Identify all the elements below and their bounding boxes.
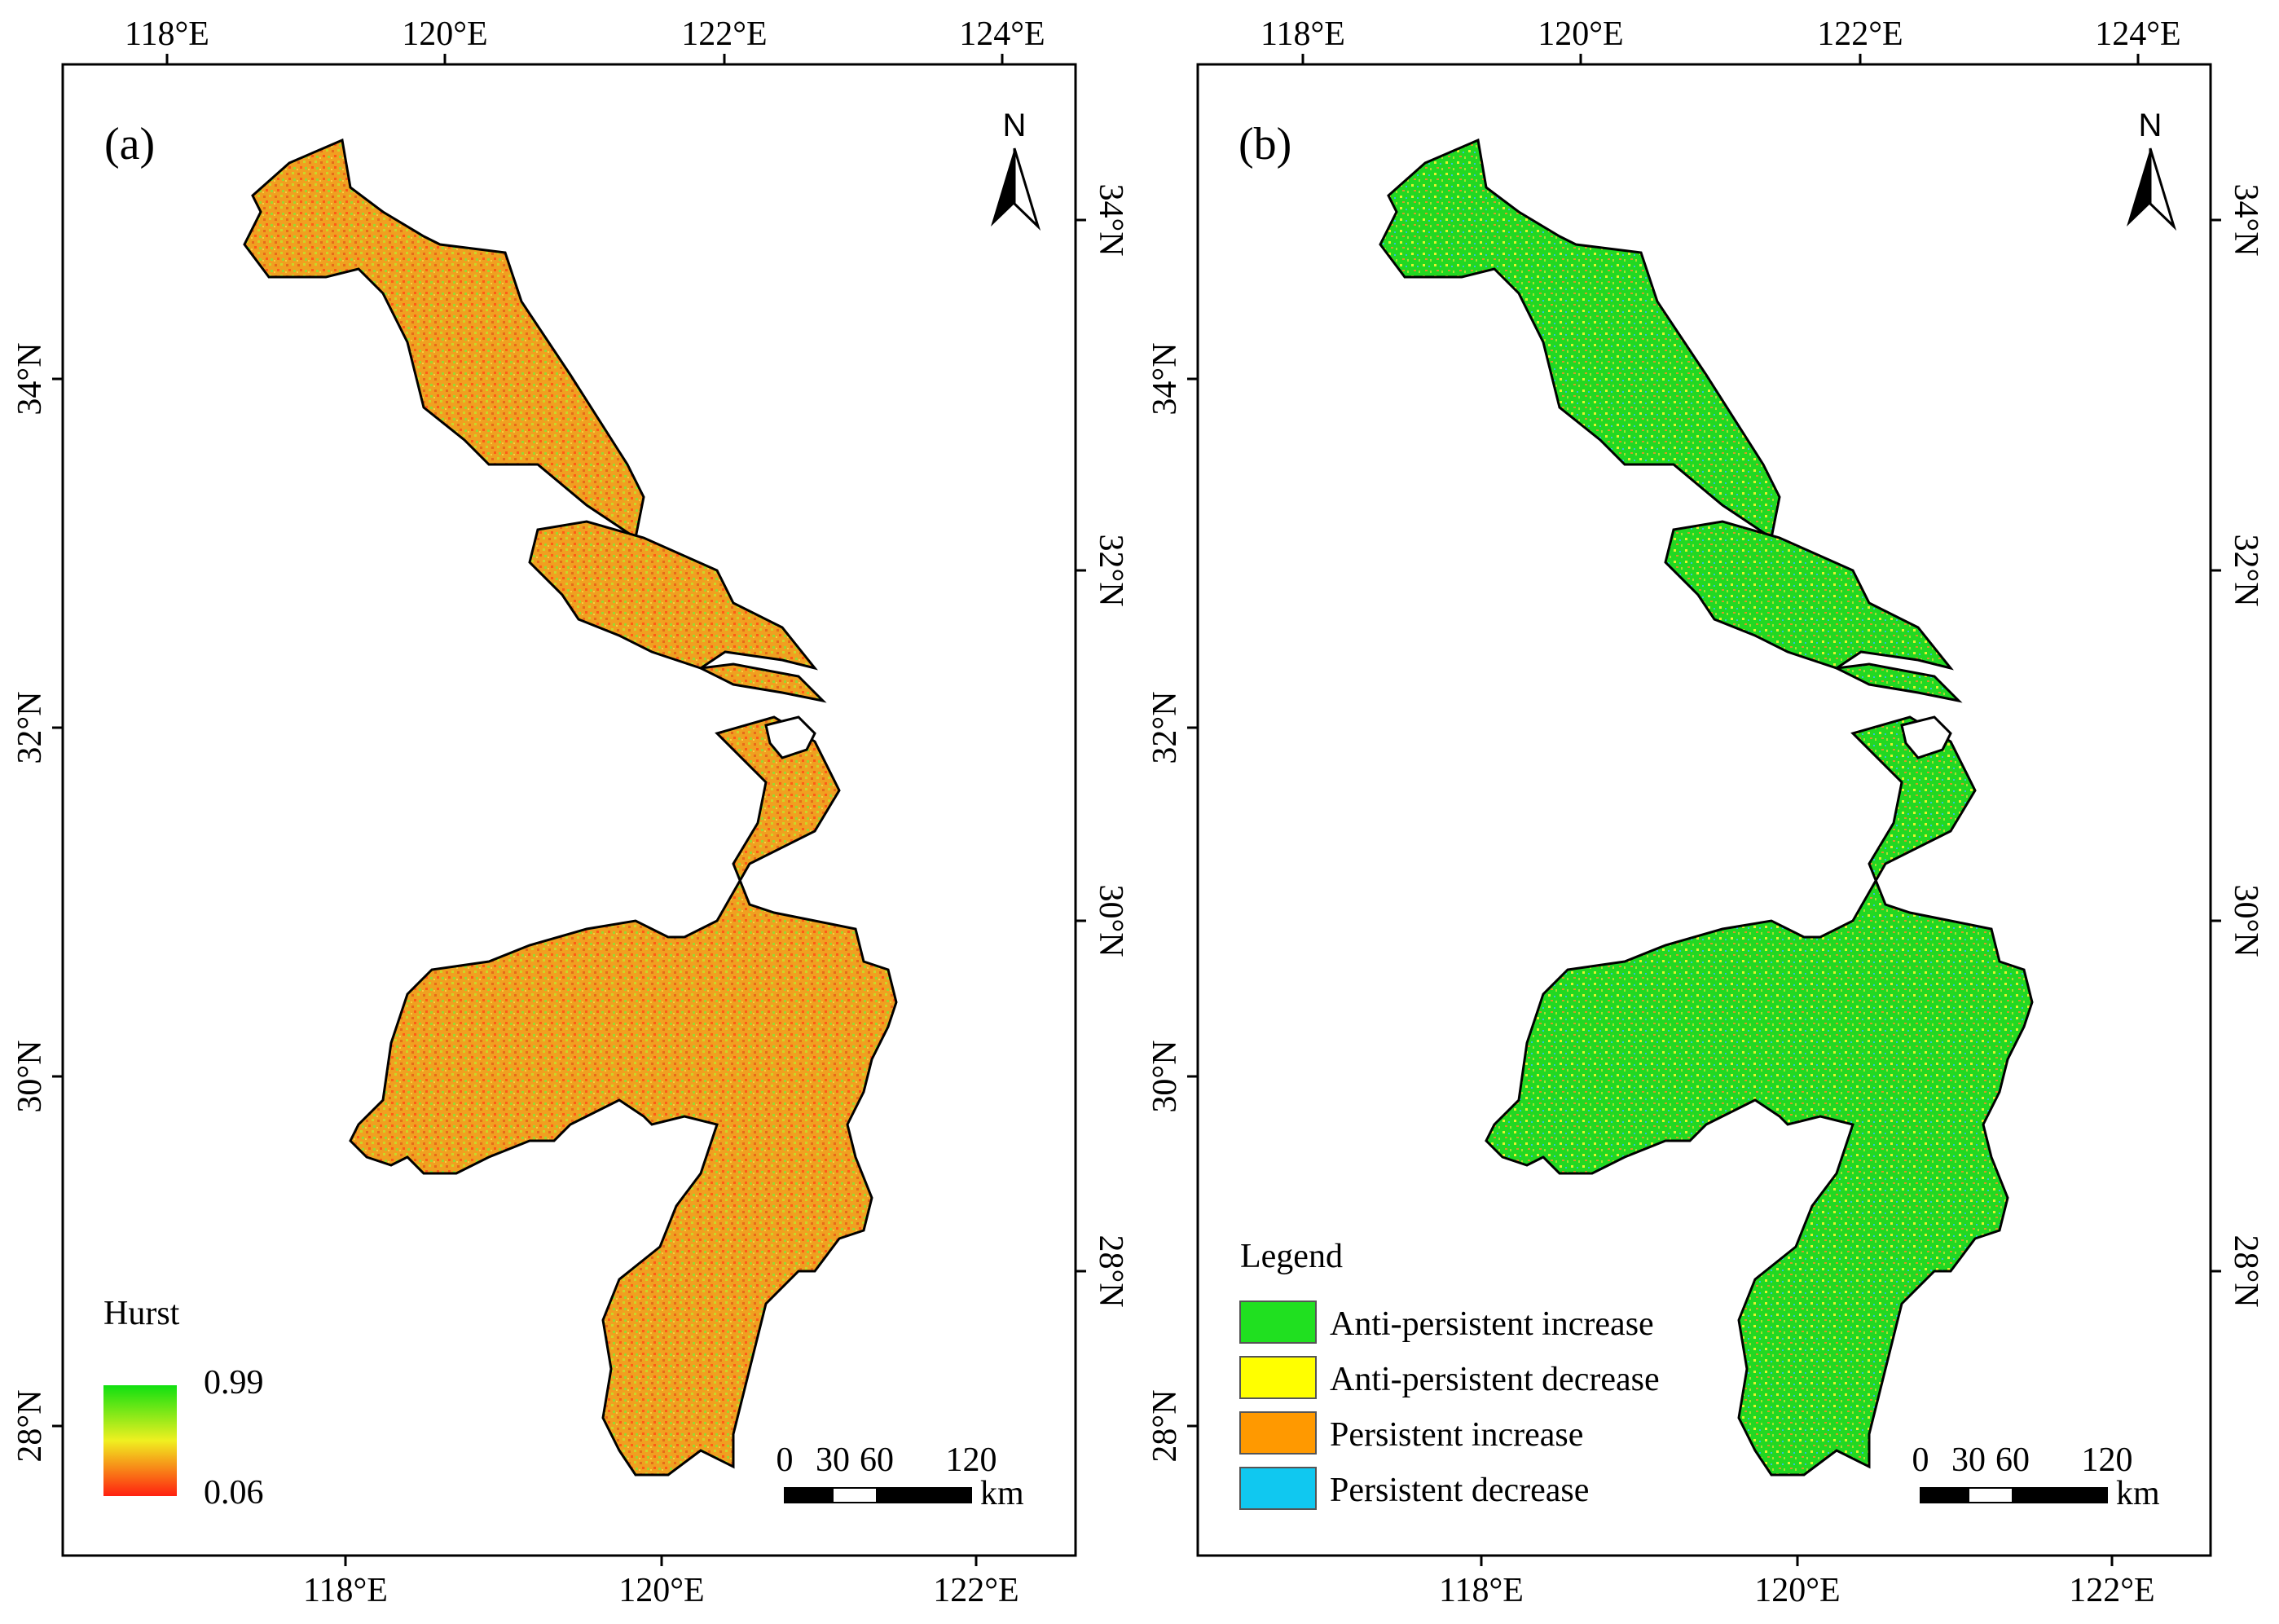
panel-a-lon-top-label: 118°E — [125, 15, 209, 53]
panel-a-lon-top-label: 120°E — [402, 15, 487, 53]
north-arrow-icon — [1013, 147, 1041, 231]
panel-a-left-lat-ticks — [52, 377, 63, 1428]
panel-b-scale-bar: 0 30 60 120 km — [1912, 1441, 2161, 1512]
north-arrow-icon — [2149, 147, 2177, 231]
panel-a-lat-right-label: 32°N — [1092, 534, 1129, 606]
panel-b-right-lat-ticks — [2211, 218, 2221, 1273]
legend-swatch — [1239, 1411, 1317, 1455]
panel-b-lat-right-label: 34°N — [2227, 183, 2264, 256]
region-island — [764, 715, 816, 759]
panel-a-lat-left-label: 30°N — [11, 1040, 49, 1112]
panel-a-map — [243, 138, 898, 1477]
legend-item-label: Persistent increase — [1330, 1416, 1583, 1454]
region-north — [243, 138, 645, 540]
panel-b-lat-left-label: 32°N — [1146, 691, 1184, 764]
panel-b-lon-top-label: 122°E — [1817, 15, 1903, 53]
scale-tick-label: 30 — [816, 1441, 850, 1479]
hurst-gradient-bar — [103, 1385, 177, 1496]
legend-swatch — [1239, 1301, 1317, 1344]
panel-b-lon-bottom-label: 122°E — [2069, 1572, 2154, 1609]
north-arrow-icon — [991, 148, 1014, 227]
panel-b-lat-left-label: 34°N — [1146, 342, 1184, 415]
panel-a-lon-bottom-label: 118°E — [303, 1572, 388, 1609]
panel-a-north-arrow: N — [991, 108, 1041, 231]
panel-b-label: (b) — [1238, 119, 1291, 169]
panel-a-lon-bottom-label: 122°E — [933, 1572, 1019, 1609]
north-arrow-icon — [2127, 148, 2150, 227]
scale-tick-label: 60 — [1995, 1441, 2030, 1479]
panel-b-lon-bottom-label: 120°E — [1754, 1572, 1840, 1609]
trend-legend: Legend Anti-persistent increase Anti-per… — [1239, 1238, 1660, 1510]
panel-a-lat-right-label: 28°N — [1092, 1235, 1129, 1307]
panel-a-right-lat-ticks — [1076, 218, 1086, 1273]
scale-tick-label: 60 — [860, 1441, 894, 1479]
panel-a-top-lon-ticks — [165, 54, 1004, 64]
hurst-legend: Hurst 0.99 0.06 — [103, 1295, 264, 1512]
panel-a-lat-right-label: 34°N — [1092, 183, 1129, 256]
panel-a-lat-left-label: 32°N — [11, 691, 49, 764]
panel-a-frame — [61, 63, 1077, 1557]
north-label: N — [2139, 108, 2162, 143]
scale-tick-label: 120 — [2082, 1441, 2133, 1479]
legend-swatch — [1239, 1467, 1317, 1510]
panel-a-lon-top-label: 124°E — [959, 15, 1045, 53]
region-north — [1379, 138, 1781, 540]
panel-a-label: (a) — [104, 119, 155, 169]
scale-tick-label: 30 — [1951, 1441, 1986, 1479]
legend-swatch — [1239, 1356, 1317, 1399]
panel-b-bottom-lon-ticks — [1480, 1556, 2114, 1566]
north-label: N — [1003, 108, 1027, 143]
panel-b-lat-left-label: 30°N — [1146, 1040, 1184, 1112]
panel-a-lon-top-label: 122°E — [681, 15, 767, 53]
legend-item-label: Anti-persistent increase — [1330, 1305, 1654, 1343]
region-island — [1900, 715, 1952, 759]
legend-item-label: Persistent decrease — [1330, 1472, 1589, 1509]
scale-unit: km — [2116, 1475, 2160, 1512]
panel-b-lat-right-label: 28°N — [2227, 1235, 2264, 1307]
panel-a-scale-bar: 0 30 60 120 km — [777, 1441, 1025, 1512]
panel-a-lon-bottom-label: 120°E — [618, 1572, 704, 1609]
scale-unit: km — [980, 1475, 1024, 1512]
panel-b-lon-bottom-label: 118°E — [1439, 1572, 1524, 1609]
hurst-legend-max: 0.99 — [204, 1364, 264, 1402]
region-south — [349, 715, 898, 1477]
panel-b-map — [1379, 138, 2034, 1477]
region-estuary-strip — [696, 662, 827, 703]
panel-b-lat-right-label: 30°N — [2227, 884, 2264, 957]
panel-b-frame — [1196, 63, 2212, 1557]
panel-a-lat-left-label: 34°N — [11, 342, 49, 415]
trend-legend-title: Legend — [1240, 1238, 1343, 1275]
panel-b-left-lat-ticks — [1187, 377, 1198, 1428]
panel-b-lon-top-label: 124°E — [2095, 15, 2180, 53]
legend-item-label: Anti-persistent decrease — [1330, 1361, 1660, 1398]
panel-a-lat-right-label: 30°N — [1092, 884, 1129, 957]
scale-tick-label: 120 — [946, 1441, 997, 1479]
scale-tick-label: 0 — [777, 1441, 794, 1479]
region-central — [1664, 520, 1954, 671]
panel-b-lon-top-label: 120°E — [1538, 15, 1623, 53]
panel-b: 118°E 120°E 122°E 124°E 118°E 120°E 122°… — [1146, 15, 2264, 1609]
panel-a-bottom-lon-ticks — [344, 1556, 978, 1566]
region-central — [528, 520, 818, 671]
scale-tick-label: 0 — [1912, 1441, 1929, 1479]
panel-a-lat-left-label: 28°N — [11, 1389, 49, 1462]
hurst-legend-title: Hurst — [103, 1295, 180, 1332]
region-estuary-strip — [1832, 662, 1963, 703]
panel-b-lon-top-label: 118°E — [1260, 15, 1345, 53]
panel-b-north-arrow: N — [2127, 108, 2177, 231]
panel-b-lat-left-label: 28°N — [1146, 1389, 1184, 1462]
region-south — [1485, 715, 2034, 1477]
panel-a: 118°E 120°E 122°E 124°E 118°E 120°E 122°… — [11, 15, 1129, 1609]
hurst-legend-min: 0.06 — [204, 1474, 264, 1512]
panel-b-lat-right-label: 32°N — [2227, 534, 2264, 606]
panel-b-top-lon-ticks — [1301, 54, 2140, 64]
